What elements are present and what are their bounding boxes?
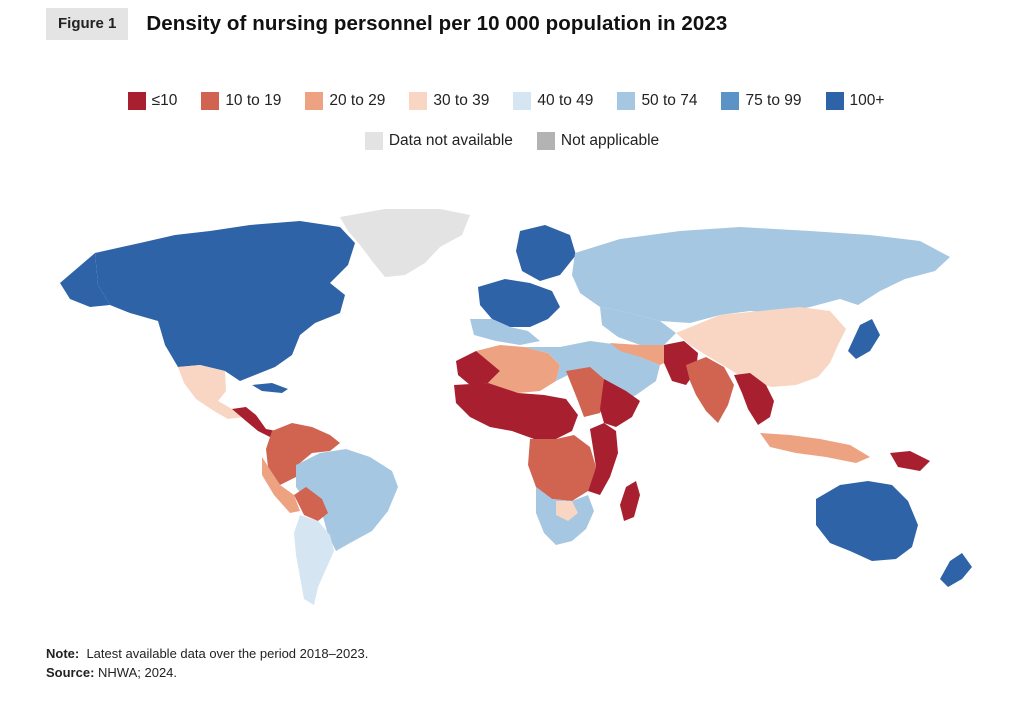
legend-item-not-applicable: Not applicable [536,132,660,150]
region-new-zealand [940,553,972,587]
figure-title: Density of nursing personnel per 10 000 … [146,12,728,35]
region-horn-of-africa [600,379,640,427]
region-central-america [232,407,276,437]
region-se-asia-islands [760,433,870,463]
region-madagascar [620,481,640,521]
legend-label: 10 to 19 [225,92,282,109]
source-text: NHWA; 2024. [98,665,178,680]
legend-swatch [721,92,740,110]
legend-swatch [127,92,146,110]
region-south-america-west [262,457,300,513]
figure-header: Figure 1 Density of nursing personnel pe… [46,8,727,40]
region-southern-cone [294,515,334,605]
region-south-america-nw [266,423,340,485]
legend-label: 20 to 29 [329,92,386,109]
region-japan [848,319,880,359]
legend-swatch [536,132,555,150]
legend-swatch [617,92,636,110]
region-sudan [566,367,608,417]
region-png [890,451,930,471]
note-line: Note: Latest available data over the per… [46,644,368,663]
legend-swatch [364,132,383,150]
figure-notes: Note: Latest available data over the per… [46,644,368,682]
legend-swatch [201,92,220,110]
legend-row-other: Data not available Not applicable [0,132,1024,150]
region-alaska [60,253,110,307]
region-mexico [178,365,246,419]
region-northern-europe [516,225,576,281]
legend-swatch [513,92,532,110]
source-line: Source: NHWA; 2024. [46,663,368,682]
region-central-asia [600,307,676,345]
legend-swatch [409,92,428,110]
legend-item-30-39: 30 to 39 [409,92,489,110]
legend-item-le10: ≤10 [127,92,178,110]
legend-item-50-74: 50 to 74 [617,92,697,110]
legend-label: ≤10 [151,92,178,109]
legend-label: 100+ [849,92,885,109]
region-se-asia-mainland [734,373,774,425]
legend-item-20-29: 20 to 29 [305,92,385,110]
region-australia [816,481,918,561]
legend-row-density: ≤10 10 to 19 20 to 29 30 to 39 40 to 49 … [0,92,1018,110]
legend-item-100plus: 100+ [825,92,885,110]
region-caribbean [252,383,288,393]
region-china [676,307,846,387]
legend-label: Data not available [388,132,513,149]
region-western-europe [478,279,560,327]
legend-label: 40 to 49 [537,92,594,109]
legend-swatch [305,92,324,110]
region-southern-europe [470,319,540,345]
legend-item-40-49: 40 to 49 [513,92,593,110]
legend-label: 50 to 74 [641,92,698,109]
region-india [686,357,734,423]
note-label: Note: [46,646,80,661]
legend-item-10-19: 10 to 19 [201,92,281,110]
region-iran [610,343,672,365]
source-label: Source: [46,665,95,680]
region-east-africa [588,423,618,495]
legend-label: 30 to 39 [433,92,490,109]
region-north-america-north [95,221,355,381]
region-sahel [454,383,578,439]
world-choropleth-map [60,209,972,605]
legend-item-data-not-available: Data not available [364,132,513,150]
region-north-africa [476,345,560,393]
region-bolivia [294,487,328,521]
legend-swatch [825,92,844,110]
figure-badge: Figure 1 [46,8,129,40]
region-greenland [340,209,470,277]
region-central-africa [528,435,596,501]
legend-label: 75 to 99 [745,92,802,109]
legend-item-75-99: 75 to 99 [721,92,802,110]
note-text: Latest available data over the period 20… [86,646,369,661]
region-brazil [296,449,398,551]
legend-label: Not applicable [560,132,660,149]
region-south-africa-inner [556,501,578,521]
region-russia [572,227,950,323]
